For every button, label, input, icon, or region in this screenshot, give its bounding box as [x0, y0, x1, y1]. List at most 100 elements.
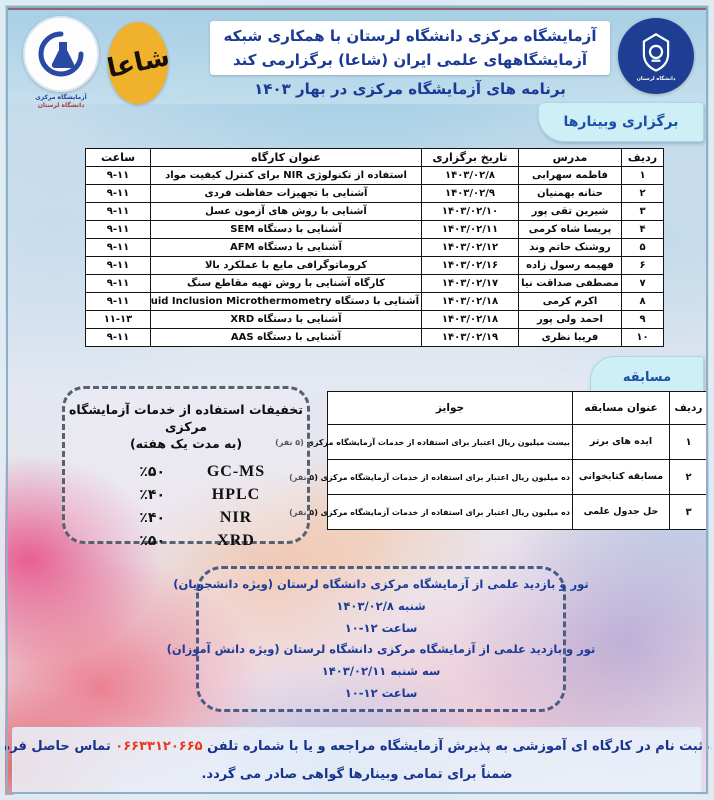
title-line1: آزمایشگاه مرکزی دانشگاه لرستان با همکاری…: [223, 27, 597, 45]
contest-row-number: ۱: [669, 424, 708, 460]
contest-prize: بیست میلیون ریال اعتبار برای استفاده از …: [275, 424, 573, 460]
contest-row-number: ۳: [669, 494, 708, 530]
webinar-table-header: ردیف مدرس تاریخ برگزاری عنوان کارگاه ساع…: [85, 148, 664, 167]
discount-percentage: ٪۴۰: [139, 509, 165, 526]
webinar-row: ۴ پریسا شاه کرمی ۱۴۰۳/۰۲/۱۱ آشنایی با دس…: [85, 220, 664, 239]
webinar-time: ۱۱-۱۳: [85, 310, 151, 329]
tour2-date: سه شنبه ۱۴۰۳/۰۲/۱۱: [321, 664, 441, 679]
col-row-number: ردیف: [669, 391, 708, 425]
col-date: تاریخ برگزاری: [421, 148, 519, 167]
discount-percentage: ٪۵۰: [139, 463, 165, 480]
tours-box: تور و بازدید علمی از آزمایشگاه مرکزی دان…: [167, 566, 595, 712]
webinar-date: ۱۴۰۳/۰۲/۱۶: [421, 256, 519, 275]
col-prizes: جوایز: [327, 391, 573, 425]
webinar-instructor: حنانه بهمنیان: [518, 184, 622, 203]
lab-logo-caption-line1: آزمایشگاه مرکزی: [35, 94, 87, 101]
webinar-date: ۱۴۰۳/۰۲/۸: [421, 166, 519, 185]
webinar-row-number: ۲: [621, 184, 664, 203]
footer-note: جهت ثبت نام در کارگاه ای آموزشی به پذیرش…: [0, 727, 714, 795]
webinar-table: ردیف مدرس تاریخ برگزاری عنوان کارگاه ساع…: [85, 148, 664, 347]
lorestan-university-logo: دانشگاه لرستان: [618, 18, 694, 94]
contest-row-number: ۲: [669, 459, 708, 495]
webinar-time: ۹-۱۱: [85, 256, 151, 275]
tour1-time: ساعت ۱۰-۱۲: [344, 620, 418, 635]
contest-table-body: ۱ ایده های برتر بیست میلیون ریال اعتبار …: [275, 424, 708, 530]
webinar-instructor: فاطمه سهرابی: [518, 166, 622, 185]
webinar-row-number: ۶: [621, 256, 664, 275]
webinar-title: آشنایی با دستگاه AAS: [150, 328, 422, 347]
contest-table-header: ردیف عنوان مسابقه جوایز: [327, 391, 708, 425]
discounts-title-line1: تخفیفات استفاده از خدمات آزمایشگاه مرکزی: [69, 402, 303, 434]
webinar-row-number: ۹: [621, 310, 664, 329]
webinar-row: ۷ مصطفی صداقت نیا ۱۴۰۳/۰۲/۱۷ کارگاه آشنا…: [85, 274, 664, 293]
webinar-instructor: مصطفی صداقت نیا: [518, 274, 622, 293]
discount-percentage: ٪۴۰: [139, 486, 165, 503]
poster-subtitle: برنامه های آزمایشگاه مرکزی در بهار ۱۴۰۳: [254, 80, 566, 98]
webinar-title: کارگاه آشنایی با روش تهیه مقاطع سنگ: [150, 274, 422, 293]
webinar-title: استفاده از تکنولوژی NIR برای کنترل کیفیت…: [150, 166, 422, 185]
webinar-row-number: ۷: [621, 274, 664, 293]
webinar-row-number: ۵: [621, 238, 664, 257]
contest-title: حل جدول علمی: [572, 494, 670, 530]
webinar-row-number: ۸: [621, 292, 664, 311]
webinar-row-number: ۱۰: [621, 328, 664, 347]
discounts-box: تخفیفات استفاده از خدمات آزمایشگاه مرکزی…: [62, 386, 310, 549]
contest-row: ۲ مسابقه کتابخوانی ده میلیون ریال اعتبار…: [289, 459, 708, 495]
discount-percentage: ٪۵۰: [139, 532, 165, 549]
title-box: آزمایشگاه مرکزی دانشگاه لرستان با همکاری…: [210, 21, 610, 75]
webinar-title: آشنایی با دستگاه SEM: [150, 220, 422, 239]
webinar-instructor: فهیمه رسول زاده: [518, 256, 622, 275]
webinar-date: ۱۴۰۳/۰۲/۱۲: [421, 238, 519, 257]
col-row-number: ردیف: [621, 148, 664, 167]
webinar-row: ۹ احمد ولی پور ۱۴۰۳/۰۲/۱۸ آشنایی با دستگ…: [85, 310, 664, 329]
webinar-row: ۱ فاطمه سهرابی ۱۴۰۳/۰۲/۸ استفاده از تکنو…: [85, 166, 664, 185]
discounts-title-line2: (به مدت یک هفته): [129, 436, 243, 451]
webinar-row-number: ۴: [621, 220, 664, 239]
phone-number: ۰۶۶۳۳۱۲۰۶۶۵: [115, 739, 203, 754]
webinar-date: ۱۴۰۳/۰۲/۹: [421, 184, 519, 203]
webinar-title: آشنایی با دستگاه AFM: [150, 238, 422, 257]
webinar-instructor: پریسا شاه کرمی: [518, 220, 622, 239]
footer-line1: جهت ثبت نام در کارگاه ای آموزشی به پذیرش…: [0, 739, 714, 754]
contest-prize: ده میلیون ریال اعتبار برای استفاده از خد…: [289, 494, 573, 530]
discounts-list: ٪۵۰ GC-MS ٪۴۰ HPLC ٪۴۰ NIR ٪۵۰ XRD: [65, 460, 307, 552]
webinar-time: ۹-۱۱: [85, 202, 151, 221]
contest-row: ۳ حل جدول علمی ده میلیون ریال اعتبار برا…: [289, 494, 708, 530]
contest-title: مسابقه کتابخوانی: [572, 459, 670, 495]
col-time: ساعت: [85, 148, 151, 167]
contest-prize: ده میلیون ریال اعتبار برای استفاده از خد…: [289, 459, 573, 495]
col-contest-title: عنوان مسابقه: [572, 391, 670, 425]
contest-row: ۱ ایده های برتر بیست میلیون ریال اعتبار …: [275, 424, 708, 460]
webinar-row: ۵ روشنک حاتم وند ۱۴۰۳/۰۲/۱۲ آشنایی با دس…: [85, 238, 664, 257]
discount-service-name: HPLC: [211, 485, 261, 503]
webinar-row: ۸ اکرم کرمی ۱۴۰۳/۰۲/۱۸ آشنایی با دستگاه …: [85, 292, 664, 311]
webinar-date: ۱۴۰۳/۰۲/۱۸: [421, 292, 519, 311]
header: دانشگاه لرستان آزمایشگاه مرکزی دانشگاه ل…: [8, 8, 706, 109]
footer-line2: ضمناً برای تمامی وبینارها گواهی صادر می …: [201, 767, 513, 782]
webinar-title: آشنایی با دستگاه Fluid Inclusion Microth…: [150, 292, 422, 311]
title-line2: آزمایشگاههای علمی ایران (شاعا) برگزارمی …: [232, 51, 588, 69]
col-instructor: مدرس: [518, 148, 622, 167]
webinar-instructor: شیرین تقی پور: [518, 202, 622, 221]
shaa-calligraphy-icon: شاعا: [104, 41, 172, 85]
discount-service-name: GC-MS: [206, 462, 266, 480]
webinar-time: ۹-۱۱: [85, 274, 151, 293]
flask-swirl-icon: [23, 16, 99, 92]
webinar-instructor: اکرم کرمی: [518, 292, 622, 311]
webinar-time: ۹-۱۱: [85, 184, 151, 203]
lab-logo-caption-line2: دانشگاه لرستان: [37, 102, 85, 109]
central-lab-logo: آزمایشگاه مرکزی دانشگاه لرستان: [18, 16, 104, 110]
webinar-row-number: ۳: [621, 202, 664, 221]
contest-table: ردیف عنوان مسابقه جوایز ۱ ایده های برتر …: [275, 391, 708, 530]
tour2-time: ساعت ۱۰-۱۲: [344, 686, 418, 701]
webinar-table-body: ۱ فاطمه سهرابی ۱۴۰۳/۰۲/۸ استفاده از تکنو…: [85, 166, 664, 347]
discount-service-name: NIR: [219, 508, 253, 526]
discount-item: ٪۵۰ XRD: [65, 529, 307, 552]
section-label-webinars: برگزاری وبینارها: [538, 102, 704, 142]
contest-title: ایده های برتر: [572, 424, 670, 460]
tour1-date: شنبه ۱۴۰۳/۰۲/۸: [336, 598, 426, 613]
webinar-title: آشنایی با تجهیزات حفاظت فردی: [150, 184, 422, 203]
webinar-time: ۹-۱۱: [85, 238, 151, 257]
col-workshop-title: عنوان کارگاه: [150, 148, 422, 167]
